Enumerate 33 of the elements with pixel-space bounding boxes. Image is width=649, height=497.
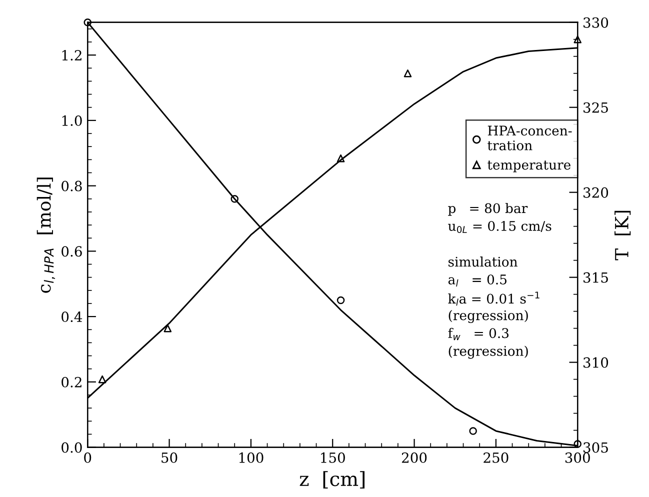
annotation: u$_{0L}$ = 0.15 cm/s [448,220,552,234]
text: f$_{w}$ = 0.3 [448,328,509,340]
annotation: (regression) [448,346,528,359]
annotation: k$_{l}$a = 0.01 s$^{−1}$ [448,292,540,306]
y-axis-title: c$_{l,HPA}$ [mol/l] [36,178,56,293]
x-axis-title: z [cm] [300,471,364,488]
y-tick-label: 0.2 [62,376,82,388]
text: a$_{l}$ = 0.5 [448,274,506,286]
y2-tick-label: 315 [584,272,608,283]
y2-tick-label: 325 [584,102,608,113]
x-tick-label: 150 [321,452,345,463]
y-tick-label: 0.8 [62,180,82,192]
y2-tick-label: 310 [584,357,608,368]
y2-tick-label: 305 [584,442,608,453]
legend-label: HPA-concen- tration [488,126,572,150]
annotation: (regression) [448,310,528,324]
y-tick-label: 1.2 [62,50,82,61]
x-tick-label: 0 [84,452,92,463]
x-tick-label: 250 [484,452,508,463]
annotation: simulation [448,256,518,267]
x-tick-label: 300 [565,452,590,463]
y2-axis-title: T [K] [614,210,631,260]
y2-tick-label: 330 [584,17,608,28]
y-tick-label: 0.6 [62,246,82,257]
x-tick-label: 100 [239,452,264,463]
x-tick-label: 50 [162,452,178,463]
x-tick-label: 200 [402,452,427,463]
legend-label: temperature [488,160,570,172]
y-tick-label: 0.0 [62,442,82,453]
annotation: p = 80 bar [448,202,528,216]
y-tick-label: 0.4 [62,312,82,322]
y-tick-label: 1.0 [62,115,82,126]
y2-tick-label: 320 [584,187,608,198]
